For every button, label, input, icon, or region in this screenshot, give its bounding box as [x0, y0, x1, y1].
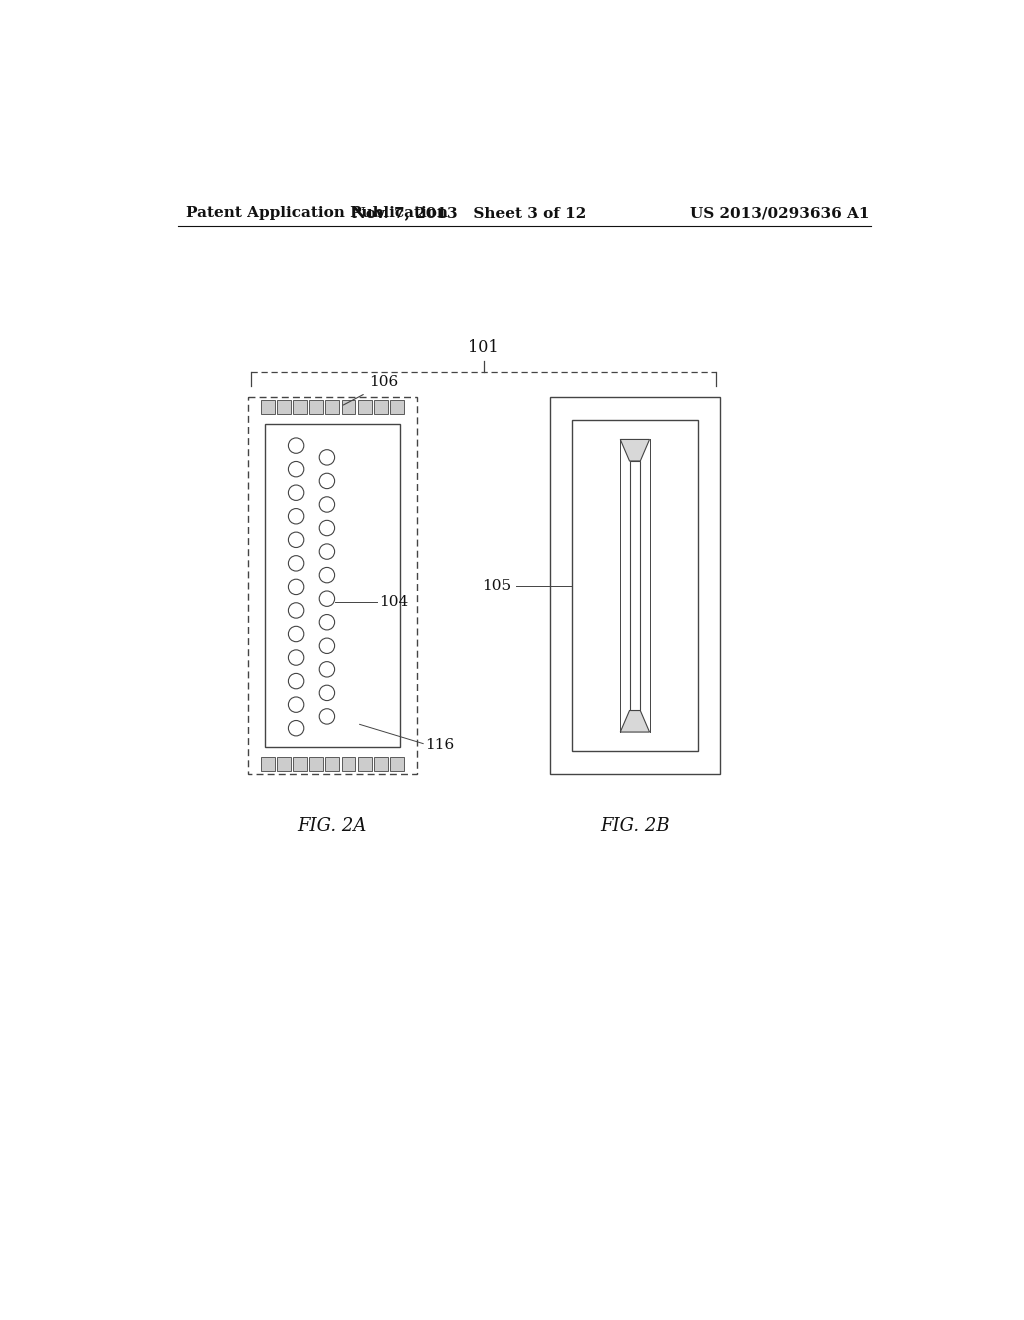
Circle shape [319, 496, 335, 512]
Circle shape [319, 638, 335, 653]
Text: 104: 104 [379, 595, 409, 609]
Bar [276, 400, 291, 414]
Circle shape [289, 438, 304, 453]
Circle shape [289, 626, 304, 642]
Circle shape [289, 484, 304, 500]
Bar [309, 400, 323, 414]
Bar [265, 424, 400, 747]
Text: FIG. 2A: FIG. 2A [298, 817, 367, 834]
Circle shape [319, 661, 335, 677]
Text: Nov. 7, 2013   Sheet 3 of 12: Nov. 7, 2013 Sheet 3 of 12 [352, 206, 587, 220]
Bar [357, 758, 372, 771]
Circle shape [289, 603, 304, 618]
Bar [261, 758, 274, 771]
Bar [550, 397, 720, 775]
Circle shape [319, 474, 335, 488]
Text: US 2013/0293636 A1: US 2013/0293636 A1 [690, 206, 869, 220]
Circle shape [319, 615, 335, 630]
Circle shape [319, 520, 335, 536]
Circle shape [319, 591, 335, 606]
Circle shape [289, 462, 304, 477]
Bar [390, 400, 403, 414]
Bar [342, 400, 355, 414]
Circle shape [289, 579, 304, 594]
Bar [326, 400, 339, 414]
Bar [276, 758, 291, 771]
Bar [326, 758, 339, 771]
Bar [390, 758, 403, 771]
Circle shape [319, 450, 335, 465]
Bar [357, 400, 372, 414]
Bar [309, 758, 323, 771]
Bar [342, 758, 355, 771]
Circle shape [319, 685, 335, 701]
Text: 116: 116 [425, 738, 454, 752]
Text: Patent Application Publication: Patent Application Publication [186, 206, 449, 220]
Circle shape [319, 568, 335, 583]
Circle shape [319, 544, 335, 560]
Text: 105: 105 [482, 578, 512, 593]
Circle shape [319, 709, 335, 725]
Bar [374, 400, 388, 414]
Bar [630, 461, 640, 710]
Circle shape [289, 673, 304, 689]
Bar [293, 758, 307, 771]
Bar [248, 397, 417, 775]
Circle shape [289, 649, 304, 665]
Text: FIG. 2B: FIG. 2B [600, 817, 670, 834]
Text: 106: 106 [370, 375, 398, 389]
Text: 101: 101 [468, 338, 499, 355]
Polygon shape [621, 710, 649, 733]
Bar [374, 758, 388, 771]
Bar [293, 400, 307, 414]
Circle shape [289, 532, 304, 548]
Circle shape [289, 721, 304, 737]
Circle shape [289, 697, 304, 713]
Polygon shape [621, 440, 649, 461]
Bar [261, 400, 274, 414]
Circle shape [289, 508, 304, 524]
Circle shape [289, 556, 304, 572]
Bar [571, 420, 698, 751]
